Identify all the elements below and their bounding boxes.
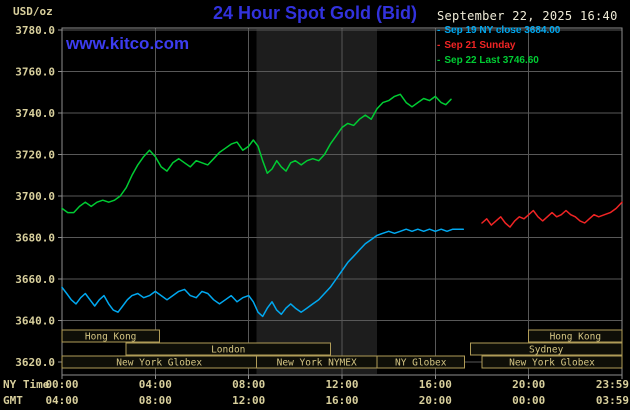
timestamp: September 22, 2025 16:40 (437, 9, 618, 23)
legend: - Sep 19 NY close 3684.00 - Sep 21 Sunday … (437, 23, 560, 68)
chart-title: 24 Hour Spot Gold (Bid) (213, 3, 417, 23)
svg-text:New York Globex: New York Globex (509, 358, 595, 369)
svg-text:04:00: 04:00 (139, 378, 172, 391)
svg-text:New York Globex: New York Globex (116, 358, 202, 369)
svg-text:NY Globex: NY Globex (395, 358, 447, 369)
svg-text:16:00: 16:00 (325, 394, 358, 407)
svg-text:London: London (211, 345, 245, 356)
legend-dash-icon: - (437, 55, 441, 66)
svg-text:20:00: 20:00 (419, 394, 452, 407)
svg-text:12:00: 12:00 (232, 394, 265, 407)
svg-text:03:59: 03:59 (596, 394, 629, 407)
svg-text:3780.0: 3780.0 (15, 24, 55, 37)
svg-text:3740.0: 3740.0 (15, 107, 55, 120)
svg-text:16:00: 16:00 (419, 378, 452, 391)
legend-item-sep21: - Sep 21 Sunday (437, 38, 560, 53)
svg-text:20:00: 20:00 (512, 378, 545, 391)
svg-text:Hong Kong: Hong Kong (550, 332, 601, 343)
svg-text:3720.0: 3720.0 (15, 149, 55, 162)
svg-text:GMT: GMT (3, 394, 23, 407)
svg-text:08:00: 08:00 (139, 394, 172, 407)
legend-item-sep19: - Sep 19 NY close 3684.00 (437, 23, 560, 38)
svg-text:3760.0: 3760.0 (15, 66, 55, 79)
legend-dash-icon: - (437, 40, 441, 51)
svg-text:23:59: 23:59 (596, 378, 629, 391)
svg-text:Hong Kong: Hong Kong (85, 332, 136, 343)
svg-text:3680.0: 3680.0 (15, 232, 55, 245)
legend-label: Sep 21 Sunday (444, 40, 516, 51)
legend-item-sep22: - Sep 22 Last 3746.60 (437, 53, 560, 68)
legend-label: Sep 22 Last 3746.60 (444, 55, 539, 66)
svg-text:12:00: 12:00 (325, 378, 358, 391)
svg-text:08:00: 08:00 (232, 378, 265, 391)
svg-text:New York NYMEX: New York NYMEX (277, 358, 357, 369)
legend-dash-icon: - (437, 25, 441, 36)
svg-text:3660.0: 3660.0 (15, 273, 55, 286)
units-label: USD/oz (13, 5, 53, 18)
svg-text:00:00: 00:00 (512, 394, 545, 407)
svg-text:00:00: 00:00 (45, 378, 78, 391)
kitco-watermark-link[interactable]: www.kitco.com (66, 34, 190, 53)
svg-text:3620.0: 3620.0 (15, 356, 55, 369)
svg-text:3700.0: 3700.0 (15, 190, 55, 203)
legend-label: Sep 19 NY close 3684.00 (444, 25, 561, 36)
svg-text:04:00: 04:00 (45, 394, 78, 407)
svg-text:3640.0: 3640.0 (15, 315, 55, 328)
svg-text:Sydney: Sydney (529, 345, 564, 356)
svg-text:NY Time: NY Time (3, 378, 50, 391)
